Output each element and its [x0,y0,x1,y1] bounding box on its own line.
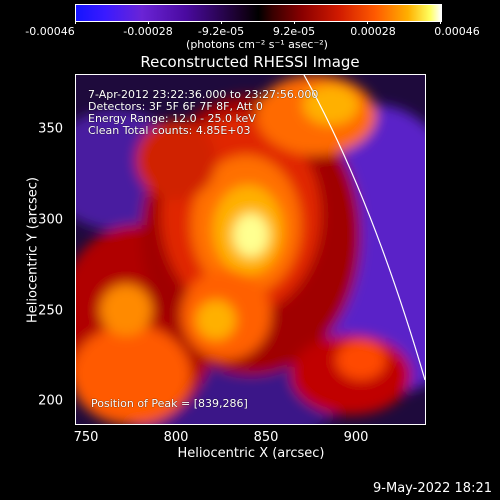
image-blobs [76,75,425,424]
y-tick-label: 200 [38,393,63,409]
colorbar-tick-label: -0.00028 [123,25,173,38]
y-tick-label: 250 [38,303,63,319]
y-tick-label: 350 [38,121,63,137]
time-range-label: 7-Apr-2012 23:22:36.000 to 23:27:56.000 [88,88,319,101]
colorbar-tick-label: -9.2e-05 [197,25,245,38]
clean-info-label: Clean Total counts: 4.85E+03 [88,124,251,137]
colorbar-tick [221,21,222,24]
colorbar-tick [148,21,149,24]
plot-title: Reconstructed RHESSI Image [140,53,360,71]
y-tick-label: 300 [38,212,63,228]
colorbar-units: (photons cm⁻² s⁻¹ asec⁻²) [186,38,328,51]
colorbar-tick [75,21,76,24]
energy-range-label: Energy Range: 12.0 - 25.0 keV [88,112,256,125]
x-axis-label: Heliocentric X (arcsec) [177,446,325,461]
timestamp: 9-May-2022 18:21 [373,481,492,496]
colorbar-tick-label: 9.2e-05 [272,25,316,38]
colorbar [75,4,442,22]
plot-area: 7-Apr-2012 23:22:36.000 to 23:27:56.000 … [75,74,426,425]
colorbar-tick-label: 0.00046 [434,25,480,38]
colorbar-tick [294,21,295,24]
x-tick-label: 850 [253,430,279,445]
solar-limb-line [303,75,425,381]
colorbar-tick [440,21,441,24]
colorbar-tick-label: -0.00046 [25,25,75,38]
x-tick-label: 800 [163,430,189,445]
rhessi-image [76,75,425,424]
y-axis-label: Heliocentric Y (arcsec) [25,177,41,323]
x-tick-label: 900 [343,430,369,445]
colorbar-tick [367,21,368,24]
colorbar-tick-label: 0.00028 [350,25,396,38]
detectors-label: Detectors: 3F 5F 6F 7F 8F, Att 0 [88,100,263,113]
x-tick-label: 750 [73,430,99,445]
peak-position-label: Position of Peak = [839,286] [91,397,248,410]
